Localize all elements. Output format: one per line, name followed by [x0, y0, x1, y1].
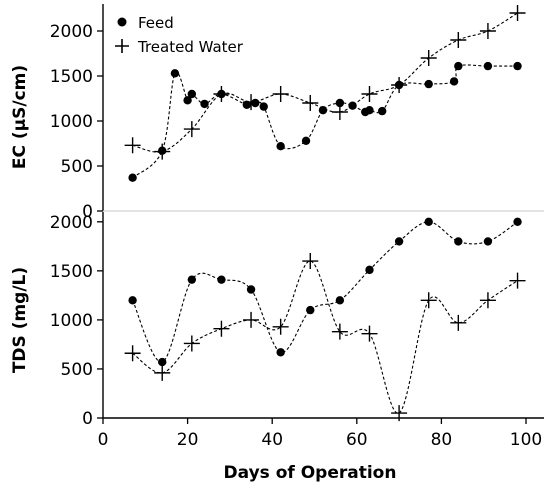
- bottom-feed-point: [483, 237, 493, 246]
- legend-feed-label: Feed: [138, 14, 174, 32]
- top-feed-point: [301, 136, 311, 145]
- x-tick-label: 80: [431, 430, 453, 450]
- top-y-axis-title: EC (μS/cm): [10, 65, 30, 169]
- top-feed-point: [200, 99, 209, 109]
- bottom-feed-point: [306, 305, 315, 315]
- top-feed-point: [513, 61, 522, 71]
- bottom-treated-point: [183, 335, 200, 352]
- legend: Feed Treated Water: [115, 14, 244, 56]
- top-treated-point: [361, 86, 378, 102]
- top-feed-point: [259, 102, 268, 111]
- top-treated-point: [243, 94, 260, 111]
- bottom-y-axis-title: TDS (mg/L): [10, 267, 30, 373]
- x-axis: 0 20 40 60 80 100: [98, 417, 544, 450]
- bottom-treated-point: [124, 345, 141, 362]
- top-feed-point: [276, 142, 285, 151]
- top-treated-point: [302, 95, 319, 111]
- top-feed-point: [170, 69, 180, 78]
- bottom-feed-point: [424, 217, 433, 227]
- bottom-treated-point: [243, 311, 260, 328]
- top-series-treated-water: [124, 5, 526, 160]
- bottom-feed-point: [276, 348, 285, 357]
- legend-treated-label: Treated Water: [137, 38, 244, 56]
- x-tick-label: 100: [510, 430, 542, 450]
- bottom-feed-point: [335, 296, 345, 305]
- bottom-treated-point: [154, 364, 171, 381]
- bottom-feed-point: [158, 357, 167, 367]
- bottom-feed-point: [454, 237, 463, 246]
- bottom-y-tick-label: 1000: [50, 311, 93, 331]
- top-panel: 0 500 1000 1500 2000: [50, 4, 544, 222]
- legend-feed-marker-icon: [117, 17, 127, 27]
- x-tick-label: 0: [98, 430, 109, 450]
- bottom-treated-point: [509, 272, 526, 289]
- top-y-tick-label: 1000: [50, 112, 93, 132]
- top-treated-point: [509, 5, 526, 21]
- bottom-feed-point: [394, 237, 404, 246]
- bottom-treated-point: [213, 320, 230, 337]
- bottom-y-tick-label: 0: [82, 409, 93, 429]
- bottom-treated-point: [361, 325, 378, 342]
- top-feed-point: [377, 106, 387, 116]
- top-treated-point: [331, 104, 348, 120]
- top-y-tick-label: 500: [61, 157, 93, 177]
- top-feed-point: [449, 77, 459, 86]
- top-treated-point: [213, 86, 230, 102]
- top-treated-point: [272, 86, 289, 102]
- bottom-treated-point: [331, 323, 348, 340]
- bottom-feed-point: [246, 285, 256, 294]
- top-feed-point: [183, 96, 192, 105]
- bottom-feed-point: [187, 275, 197, 284]
- bottom-treated-point: [272, 318, 289, 335]
- bottom-treated-point: [479, 292, 496, 309]
- bottom-series-treated-water: [124, 253, 526, 422]
- top-feed-point: [318, 106, 328, 115]
- x-tick-label: 40: [261, 430, 283, 450]
- bottom-treated-point: [450, 314, 467, 331]
- x-tick-label: 60: [346, 430, 368, 450]
- top-y-tick-label: 2000: [50, 22, 93, 42]
- legend-treated-marker-icon: [115, 39, 129, 53]
- top-feed-point: [365, 106, 374, 115]
- top-series-feed: [128, 61, 522, 182]
- bottom-feed-point: [128, 296, 137, 305]
- top-treated-point: [391, 77, 408, 93]
- top-treated-point: [479, 23, 496, 39]
- top-feed-point: [424, 79, 433, 89]
- top-treated-point: [420, 50, 437, 66]
- top-treated-point: [183, 121, 200, 138]
- top-feed-point: [128, 173, 137, 182]
- top-feed-point: [454, 61, 463, 71]
- top-treated-point: [124, 137, 141, 154]
- top-feed-point: [483, 61, 493, 71]
- bottom-y-tick-label: 1500: [50, 262, 93, 282]
- bottom-series-line: [132, 260, 518, 414]
- bottom-feed-point: [513, 217, 522, 227]
- top-feed-point: [348, 101, 357, 110]
- bottom-feed-point: [365, 265, 374, 275]
- x-tick-label: 20: [177, 430, 199, 450]
- bottom-treated-point: [420, 292, 437, 309]
- top-series-line: [132, 12, 518, 153]
- bottom-feed-point: [217, 275, 226, 284]
- bottom-series-feed: [128, 217, 522, 367]
- bottom-y-tick-label: 2000: [50, 213, 93, 233]
- top-series-line: [132, 64, 518, 179]
- top-treated-point: [154, 143, 171, 160]
- bottom-panel: 0 500 1000 1500 2000: [50, 212, 526, 429]
- top-feed-point: [187, 89, 197, 99]
- top-treated-point: [450, 32, 467, 48]
- bottom-treated-point: [302, 253, 319, 270]
- top-feed-point: [335, 98, 345, 108]
- top-y-tick-label: 0: [82, 202, 93, 222]
- top-feed-point: [251, 98, 260, 108]
- x-axis-title: Days of Operation: [224, 463, 397, 483]
- top-y-tick-label: 1500: [50, 67, 93, 87]
- bottom-y-tick-label: 500: [61, 360, 93, 380]
